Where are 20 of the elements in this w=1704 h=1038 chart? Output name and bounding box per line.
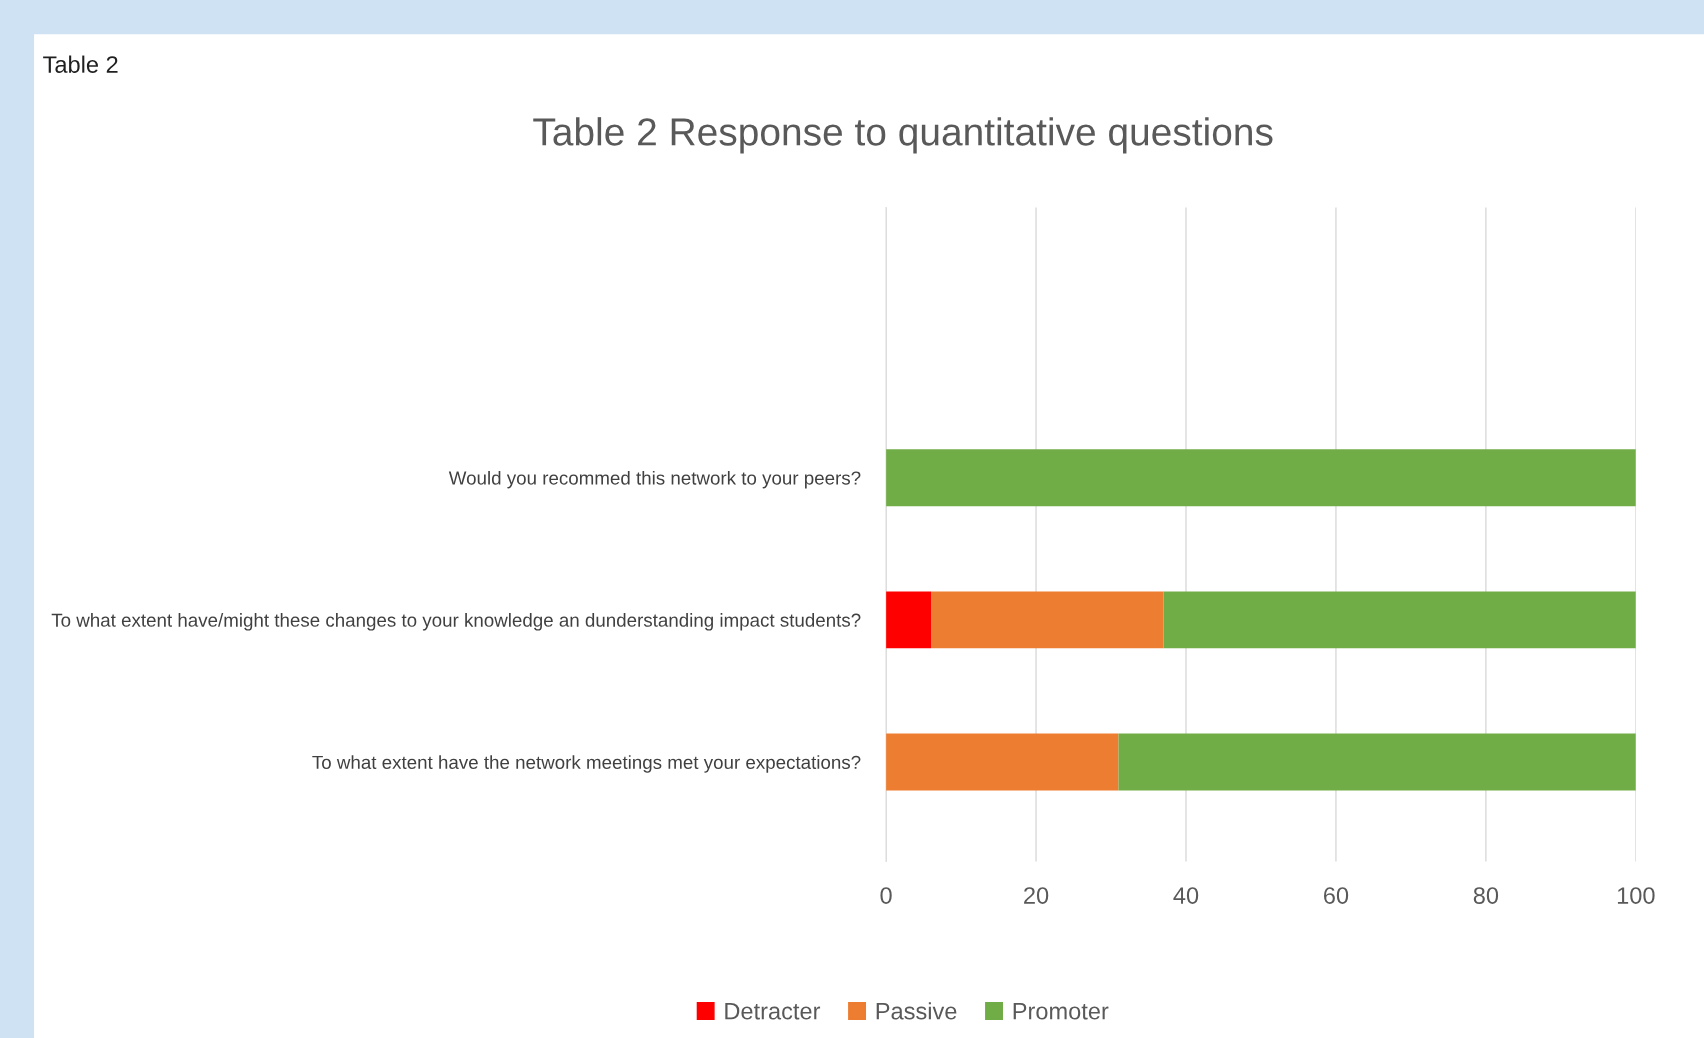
x-tick-label: 0 xyxy=(880,887,892,904)
caption: Table 2 xyxy=(43,55,118,73)
x-tick-label: 60 xyxy=(1324,887,1349,904)
bar xyxy=(886,733,1119,791)
x-tick-label: 100 xyxy=(1617,887,1655,904)
x-tick-label: 80 xyxy=(1473,887,1499,904)
bar xyxy=(886,449,1636,507)
bar xyxy=(1163,591,1636,649)
x-tick-label: 20 xyxy=(1024,887,1049,904)
bar xyxy=(931,591,1164,649)
chart-title: Table 2 Response to quantitative questions xyxy=(533,117,1273,154)
y-tick-label: To what extent have the network meetings met your expectations? xyxy=(312,755,861,773)
legend-label: Passive xyxy=(876,1002,957,1020)
legend-label: Detracter xyxy=(725,1003,821,1020)
x-tick-label: 40 xyxy=(1173,887,1199,904)
bar xyxy=(1118,733,1636,791)
y-tick-label: To what extent have/might these changes to your knowledge an dunderstanding impact students? xyxy=(51,613,861,631)
y-tick-label: Would you recommed this network to your peers? xyxy=(448,470,861,489)
bar xyxy=(886,591,932,649)
legend-label: Promoter xyxy=(1013,1003,1109,1020)
